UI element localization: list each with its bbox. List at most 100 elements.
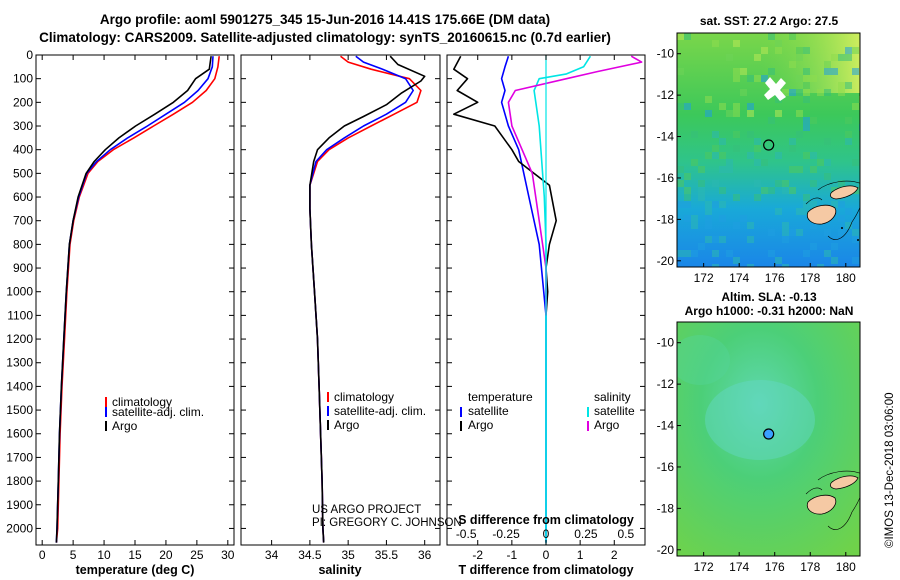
- temperature-x-tick-label: 0: [39, 548, 46, 562]
- temperature-series-climatology: [55, 56, 220, 543]
- difference-top-label: S difference from climatology: [458, 513, 634, 527]
- title-line-1: Argo profile: aoml 5901275_345 15-Jun-20…: [100, 12, 550, 27]
- depth-tick-label: 1300: [6, 356, 33, 370]
- depth-tick-label: 1600: [6, 427, 33, 441]
- depth-tick-label: 1400: [6, 379, 33, 393]
- sst-pixel: [852, 47, 859, 54]
- salinity-difference-tick-label: -0.5: [456, 527, 477, 541]
- sst-map-lat-tick-label: -14: [657, 130, 675, 144]
- depth-tick-label: 600: [13, 190, 33, 204]
- sst-pixel: [796, 208, 803, 215]
- sst-pixel: [845, 222, 852, 229]
- float-position-marker: [763, 428, 775, 440]
- sst-pixel: [712, 152, 719, 159]
- legend-label-argo: Argo: [112, 419, 138, 433]
- sst-pixel: [824, 159, 831, 166]
- sst-pixel: [740, 68, 747, 75]
- sst-pixel: [852, 159, 859, 166]
- sst-pixel: [789, 138, 796, 145]
- sst-pixel: [733, 68, 740, 75]
- sst-pixel: [761, 187, 768, 194]
- sst-pixel: [684, 194, 691, 201]
- sst-map-lon-tick-label: 176: [765, 271, 785, 285]
- sst-pixel: [768, 250, 775, 257]
- sla-map-lon-tick-label: 172: [694, 560, 714, 574]
- sst-pixel: [852, 229, 859, 236]
- sst-pixel: [733, 40, 740, 47]
- temperature-series-argo: [55, 56, 212, 543]
- sst-pixel: [768, 187, 775, 194]
- temperature-x-tick-label: 5: [70, 548, 77, 562]
- sst-pixel: [824, 250, 831, 257]
- salinity-axes-frame: [240, 54, 441, 546]
- sst-pixel: [684, 103, 691, 110]
- salinity-panel: 34 34.5 35 35.5 36 salinity climatology sate…: [240, 54, 462, 577]
- difference-legend: temperature salinity satellite Argo sate…: [460, 390, 635, 432]
- sst-pixel: [775, 180, 782, 187]
- sst-pixel: [691, 250, 698, 257]
- sst-map-lon-tick-label: 178: [800, 271, 820, 285]
- sst-pixel: [698, 187, 705, 194]
- sst-pixel: [838, 201, 845, 208]
- legend-title-salinity: salinity: [594, 390, 631, 404]
- salinity-difference-tick-label: 0.5: [617, 527, 634, 541]
- sst-pixel: [803, 96, 810, 103]
- sst-pixel: [747, 110, 754, 117]
- salinity-difference-tick-label: -0.25: [492, 527, 520, 541]
- sla-map-frame: [676, 321, 861, 557]
- sst-pixel: [810, 243, 817, 250]
- sst-pixel: [817, 89, 824, 96]
- sst-pixel: [705, 236, 712, 243]
- vanua-levu-island: [829, 185, 859, 200]
- sst-pixel: [803, 194, 810, 201]
- sst-map-lat-tick-label: -18: [657, 212, 675, 226]
- sst-pixel: [705, 222, 712, 229]
- sst-map-lat-tick-label: -12: [657, 88, 675, 102]
- sst-pixel: [698, 166, 705, 173]
- sst-map-lat-tick-label: -10: [657, 47, 675, 61]
- depth-tick-label: 1900: [6, 498, 33, 512]
- sla-map-lon-tick-label: 176: [765, 560, 785, 574]
- sst-pixel: [782, 187, 789, 194]
- sst-pixel: [698, 243, 705, 250]
- sst-pixel: [747, 152, 754, 159]
- sst-pixel: [810, 180, 817, 187]
- sst-pixel: [712, 180, 719, 187]
- sst-pixel: [754, 138, 761, 145]
- sst-pixel: [803, 124, 810, 131]
- difference-x-tick-label: 2: [611, 548, 618, 562]
- depth-tick-label: 1800: [6, 474, 33, 488]
- sst-pixel: [796, 166, 803, 173]
- salinity-series-climatology: [309, 55, 422, 543]
- sla-map-lat-tick-label: -10: [657, 336, 675, 350]
- sst-pixel: [803, 201, 810, 208]
- sst-pixel: [782, 180, 789, 187]
- sst-pixel: [782, 229, 789, 236]
- sst-pixel: [733, 110, 740, 117]
- sst-pixel: [677, 180, 684, 187]
- sst-pixel: [712, 131, 719, 138]
- sst-pixel: [761, 75, 768, 82]
- sst-pixel: [782, 222, 789, 229]
- sst-pixel: [810, 166, 817, 173]
- difference-x-tick-label: 0: [543, 548, 550, 562]
- sla-map-lat-tick-label: -18: [657, 501, 675, 515]
- sst-pixel: [803, 117, 810, 124]
- depth-tick-label: 100: [13, 72, 33, 86]
- sla-map-lon-tick-label: 178: [800, 560, 820, 574]
- depth-tick-label: 400: [13, 143, 33, 157]
- sst-pixel: [810, 117, 817, 124]
- legend-label-climatology: climatology: [112, 395, 172, 409]
- salinity-x-tick-label: 34: [265, 548, 279, 562]
- temperature-x-tick-label: 20: [159, 548, 173, 562]
- depth-tick-label: 800: [13, 237, 33, 251]
- temperature-x-tick-label: 10: [97, 548, 111, 562]
- sst-pixel: [719, 215, 726, 222]
- salinity-x-tick-label: 35.5: [375, 548, 399, 562]
- salinity-difference-tick-label: 0: [543, 527, 550, 541]
- sst-pixel: [726, 54, 733, 61]
- sst-pixel: [789, 187, 796, 194]
- temperature-panel: 0100200300400500600700800900100011001200…: [6, 48, 235, 577]
- sst-pixel: [740, 89, 747, 96]
- sla-map-subtitle: Argo h1000: -0.31 h2000: NaN: [685, 304, 854, 318]
